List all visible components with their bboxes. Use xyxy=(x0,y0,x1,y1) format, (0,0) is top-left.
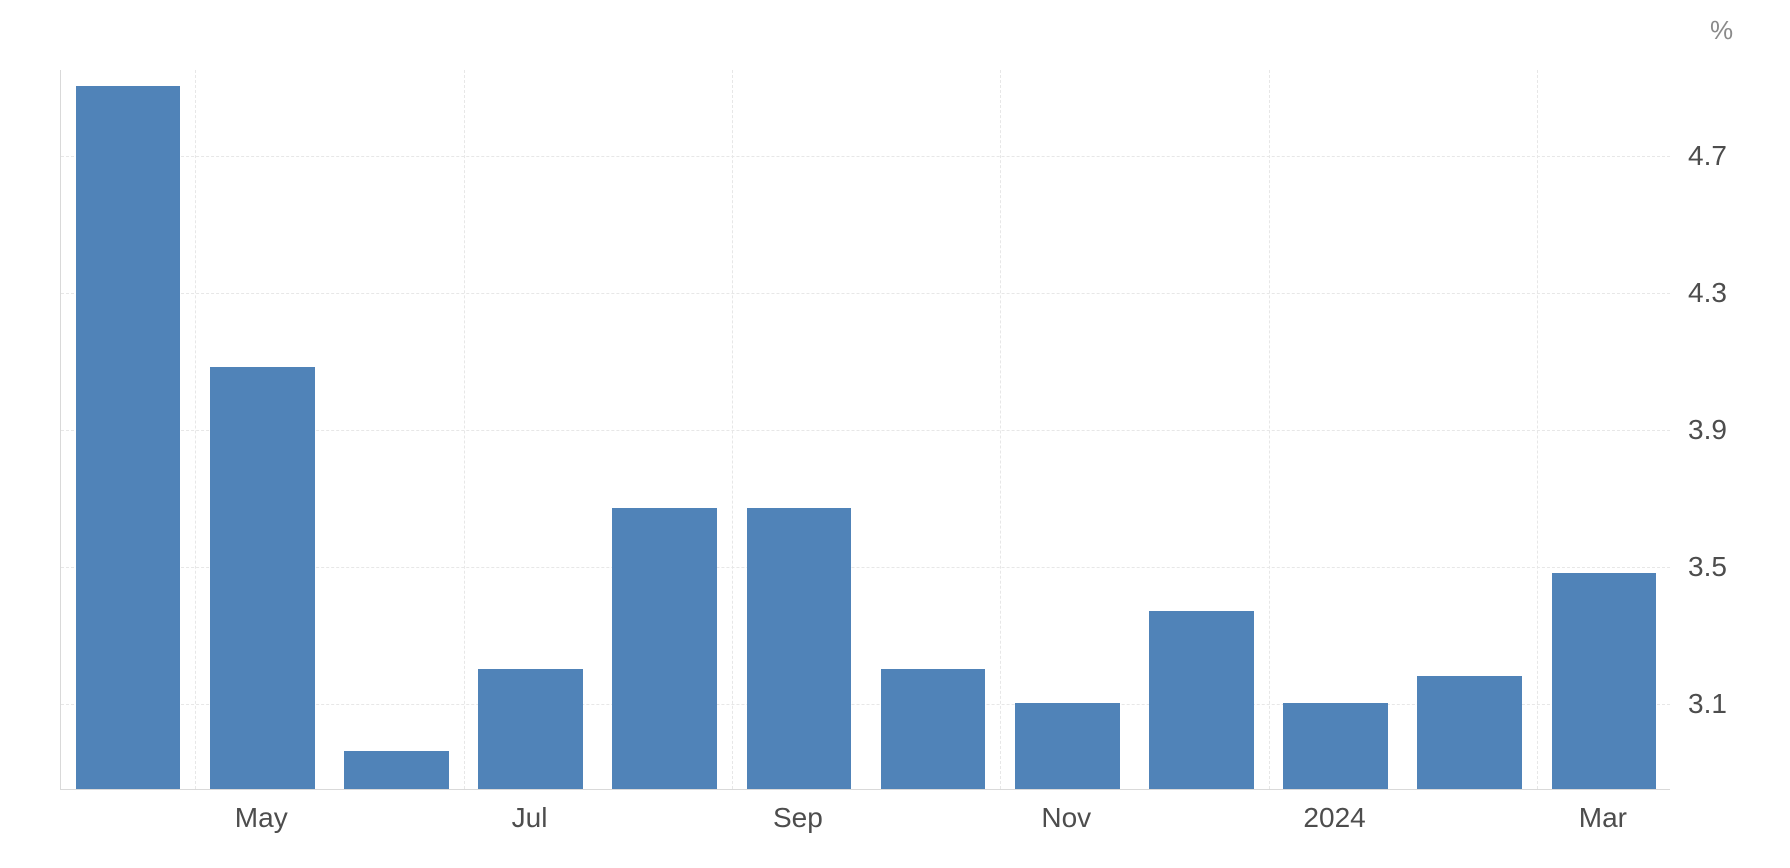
y-tick-label: 4.7 xyxy=(1688,140,1727,172)
x-tick-label: Sep xyxy=(773,802,823,834)
unit-label: % xyxy=(1710,15,1733,46)
gridline-horizontal xyxy=(61,293,1670,294)
bar xyxy=(1552,573,1657,789)
bar xyxy=(1283,703,1388,789)
bar xyxy=(747,508,852,789)
y-tick-label: 3.1 xyxy=(1688,688,1727,720)
gridline-vertical xyxy=(464,70,465,789)
gridline-vertical xyxy=(732,70,733,789)
bar xyxy=(1417,676,1522,789)
x-tick-label: May xyxy=(235,802,288,834)
x-tick-label: Mar xyxy=(1579,802,1627,834)
y-tick-label: 3.5 xyxy=(1688,551,1727,583)
bar xyxy=(1015,703,1120,789)
bar xyxy=(1149,611,1254,789)
x-tick-label: 2024 xyxy=(1303,802,1365,834)
plot-area xyxy=(60,70,1670,790)
bar xyxy=(612,508,717,789)
x-tick-label: Nov xyxy=(1041,802,1091,834)
bar xyxy=(344,751,449,789)
bar xyxy=(881,669,986,789)
bar xyxy=(210,367,315,789)
gridline-vertical xyxy=(1537,70,1538,789)
x-tick-label: Jul xyxy=(512,802,548,834)
bar xyxy=(76,86,181,789)
y-tick-label: 4.3 xyxy=(1688,277,1727,309)
bar xyxy=(478,669,583,789)
gridline-vertical xyxy=(1000,70,1001,789)
y-tick-label: 3.9 xyxy=(1688,414,1727,446)
gridline-horizontal xyxy=(61,156,1670,157)
bar-chart: % 3.1 3.5 3.9 4.3 4.7 May Jul Sep Nov 2024 Mar xyxy=(0,0,1790,868)
gridline-vertical xyxy=(1269,70,1270,789)
gridline-vertical xyxy=(195,70,196,789)
